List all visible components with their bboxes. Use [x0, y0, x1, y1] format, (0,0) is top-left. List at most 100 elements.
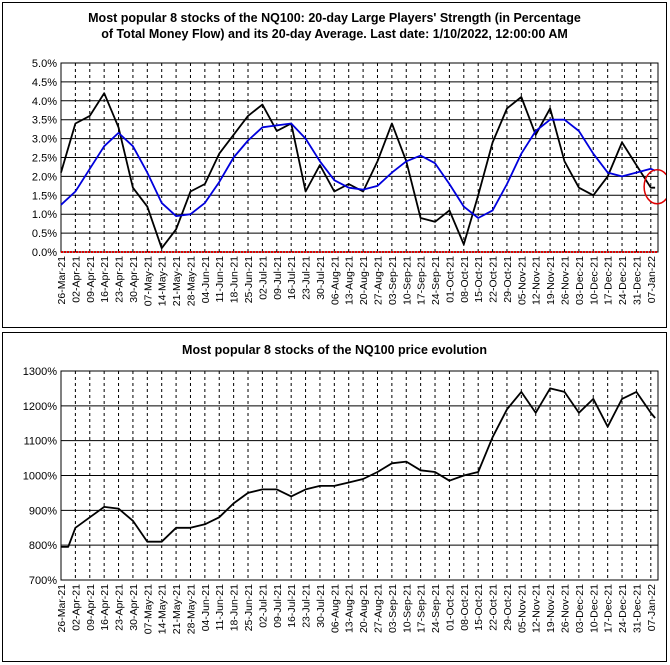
x-tick-label: 28-May-21	[185, 584, 197, 634]
x-tick-label: 16-Jul-21	[286, 256, 298, 300]
x-tick-label: 07-May-21	[142, 584, 154, 634]
x-tick-label: 18-Jun-21	[229, 584, 241, 631]
x-tick-label: 20-Aug-21	[358, 584, 370, 633]
x-tick-label: 23-Apr-21	[114, 584, 126, 631]
x-tick-label: 14-May-21	[157, 584, 169, 634]
y-tick-label: 1100%	[24, 436, 58, 448]
x-tick-label: 29-Oct-21	[502, 584, 514, 631]
x-tick-label: 08-Oct-21	[459, 584, 471, 631]
x-tick-label: 16-Apr-21	[99, 256, 111, 303]
y-tick-label: 900%	[29, 505, 57, 517]
x-tick-label: 03-Dec-21	[574, 584, 586, 633]
x-tick-label: 26-Mar-21	[56, 256, 68, 305]
highlight-circle	[643, 168, 666, 205]
series-line-1	[60, 118, 656, 219]
x-tick-label: 30-Apr-21	[128, 256, 140, 303]
x-tick-label: 01-Oct-21	[444, 584, 456, 631]
y-tick-label: 0.0%	[32, 247, 57, 259]
x-tick-label: 15-Oct-21	[473, 584, 485, 631]
x-tick-label: 29-Oct-21	[502, 256, 514, 303]
x-tick-label: 16-Apr-21	[99, 584, 111, 631]
y-tick-label: 700%	[29, 575, 57, 587]
x-tick-label: 16-Jul-21	[286, 584, 298, 628]
x-tick-label: 23-Apr-21	[114, 256, 126, 303]
x-tick-label: 09-Apr-21	[85, 256, 97, 303]
x-tick-label: 17-Dec-21	[603, 584, 615, 633]
x-tick-label: 24-Sep-21	[430, 256, 442, 305]
x-tick-label: 11-Jun-21	[214, 256, 226, 303]
x-tick-label: 17-Dec-21	[603, 256, 615, 305]
x-tick-label: 21-May-21	[171, 584, 183, 634]
x-tick-label: 09-Apr-21	[85, 584, 97, 631]
x-tick-label: 25-Jun-21	[243, 256, 255, 303]
x-tick-label: 21-May-21	[171, 256, 183, 306]
x-tick-label: 26-Nov-21	[559, 256, 571, 305]
x-tick-label: 24-Dec-21	[617, 584, 629, 633]
x-tick-label: 05-Nov-21	[516, 584, 528, 633]
x-tick-label: 03-Sep-21	[387, 584, 399, 633]
x-tick-label: 17-Sep-21	[416, 584, 428, 633]
price-chart-title: Most popular 8 stocks of the NQ100 price…	[182, 343, 487, 357]
y-tick-label: 0.5%	[32, 228, 57, 240]
y-tick-label: 1200%	[23, 401, 57, 413]
y-tick-label: 2.0%	[32, 171, 57, 183]
y-tick-label: 2.5%	[32, 153, 57, 165]
x-tick-label: 31-Dec-21	[631, 256, 643, 305]
strength-chart-panel: Most popular 8 stocks of the NQ100: 20-d…	[2, 2, 667, 328]
x-tick-label: 06-Aug-21	[329, 584, 341, 633]
y-tick-label: 1.0%	[32, 209, 57, 221]
x-tick-label: 27-Aug-21	[372, 256, 384, 305]
y-tick-label: 5.0%	[32, 58, 57, 70]
x-tick-label: 19-Nov-21	[545, 256, 557, 305]
x-tick-label: 26-Mar-21	[56, 584, 68, 633]
price-chart-svg: 700% 800% 900% 1000% 1100% 1200% 1300% 26-Mar-2…	[23, 366, 659, 634]
strength-chart-svg: 0.0% 0.5% 1.0% 1.5% 2.0% 2.5% 3.0% 3.5% 4.0% 4.5%…	[32, 58, 666, 306]
x-tick-label: 03-Dec-21	[574, 256, 586, 305]
x-tick-label: 07-Jan-22	[646, 256, 658, 303]
x-tick-label: 20-Aug-21	[358, 256, 370, 305]
x-tick-label: 27-Aug-21	[372, 584, 384, 633]
x-tick-label: 13-Aug-21	[344, 584, 356, 633]
x-tick-label: 08-Oct-21	[459, 256, 471, 303]
x-tick-label: 07-May-21	[142, 256, 154, 306]
y-tick-label: 3.5%	[32, 115, 57, 127]
strength-chart-title-line2: of Total Money Flow) and its 20-day Aver…	[101, 27, 568, 41]
y-tick-label: 1.5%	[32, 190, 57, 202]
x-tick-label: 03-Sep-21	[387, 256, 399, 305]
x-tick-label: 23-Jul-21	[301, 584, 313, 628]
x-tick-label: 30-Jul-21	[315, 584, 327, 628]
y-tick-label: 800%	[29, 540, 57, 552]
x-tick-label: 26-Nov-21	[559, 584, 571, 633]
x-tick-label: 19-Nov-21	[545, 584, 557, 633]
y-tick-label: 3.0%	[32, 134, 57, 146]
x-tick-label: 23-Jul-21	[301, 256, 313, 300]
x-tick-label: 02-Jul-21	[257, 256, 269, 300]
price-chart-panel: Most popular 8 stocks of the NQ100 price…	[2, 332, 667, 662]
x-tick-label: 30-Apr-21	[128, 584, 140, 631]
strength-chart-title-line1: Most popular 8 stocks of the NQ100: 20-d…	[88, 11, 581, 25]
strength-chart-title: Most popular 8 stocks of the NQ100: 20-d…	[3, 10, 666, 42]
y-tick-label: 1000%	[23, 471, 57, 483]
x-tick-label: 17-Sep-21	[416, 256, 428, 305]
y-tick-label: 4.5%	[32, 77, 57, 89]
x-tick-label: 11-Jun-21	[214, 584, 226, 631]
x-tick-label: 04-Jun-21	[200, 584, 212, 631]
x-tick-label: 09-Jul-21	[272, 256, 284, 300]
x-tick-label: 13-Aug-21	[344, 256, 356, 305]
x-tick-label: 10-Dec-21	[588, 256, 600, 305]
x-tick-label: 18-Jun-21	[229, 256, 241, 303]
x-tick-label: 07-Jan-22	[646, 584, 658, 631]
x-tick-label: 31-Dec-21	[631, 584, 643, 633]
x-tick-label: 24-Dec-21	[617, 256, 629, 305]
y-tick-label: 1300%	[23, 366, 57, 378]
x-tick-label: 22-Oct-21	[488, 584, 500, 631]
series-line-0	[61, 387, 656, 548]
x-tick-label: 14-May-21	[157, 256, 169, 306]
x-tick-label: 30-Jul-21	[315, 256, 327, 300]
x-tick-label: 10-Dec-21	[588, 584, 600, 633]
x-tick-label: 02-Apr-21	[70, 256, 82, 303]
series-line-0	[60, 92, 656, 250]
x-tick-label: 12-Nov-21	[531, 256, 543, 305]
x-tick-label: 24-Sep-21	[430, 584, 442, 633]
